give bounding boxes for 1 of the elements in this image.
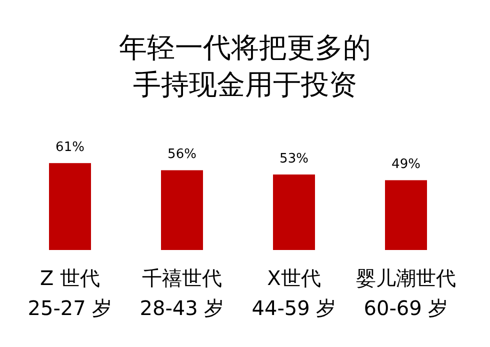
title: 年轻一代将把更多的手持现金用于投资 bbox=[119, 31, 371, 101]
